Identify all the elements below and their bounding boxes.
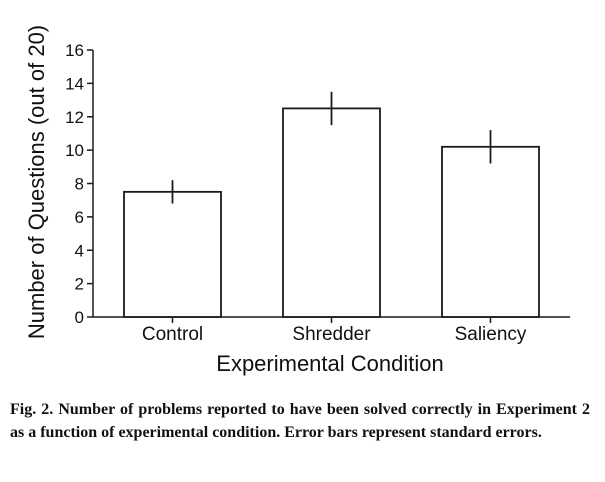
caption-text: Number of problems reported to have been… (10, 401, 591, 441)
bar (441, 145, 540, 318)
x-tick-label: Shredder (292, 324, 371, 345)
y-tick-label: 10 (65, 141, 84, 160)
y-tick-label: 2 (75, 275, 84, 294)
error-bars (171, 91, 492, 204)
x-tick-label: Saliency (455, 324, 527, 345)
x-axis-title: Experimental Condition (216, 351, 443, 376)
bar-chart: 0 2 4 6 8 10 12 14 16 Control Shredder Saliency Nu… (24, 25, 570, 376)
y-axis: 0 2 4 6 8 10 12 14 16 (65, 41, 94, 327)
caption-label: Fig. 2. (10, 401, 54, 418)
y-tick-label: 0 (75, 308, 84, 327)
y-tick-label: 12 (65, 108, 84, 127)
bars (123, 107, 540, 318)
y-tick-label: 8 (75, 175, 84, 194)
y-tick-label: 16 (65, 41, 84, 60)
y-tick-label: 14 (65, 74, 84, 93)
y-tick-label: 4 (75, 241, 84, 260)
bar (282, 107, 381, 318)
figure-caption: Fig. 2. Number of problems reported to h… (10, 398, 590, 444)
x-tick-label: Control (142, 324, 203, 345)
y-tick-label: 6 (75, 208, 84, 227)
x-axis: Control Shredder Saliency (93, 316, 570, 345)
bar (123, 190, 222, 318)
y-axis-title: Number of Questions (out of 20) (24, 25, 49, 339)
